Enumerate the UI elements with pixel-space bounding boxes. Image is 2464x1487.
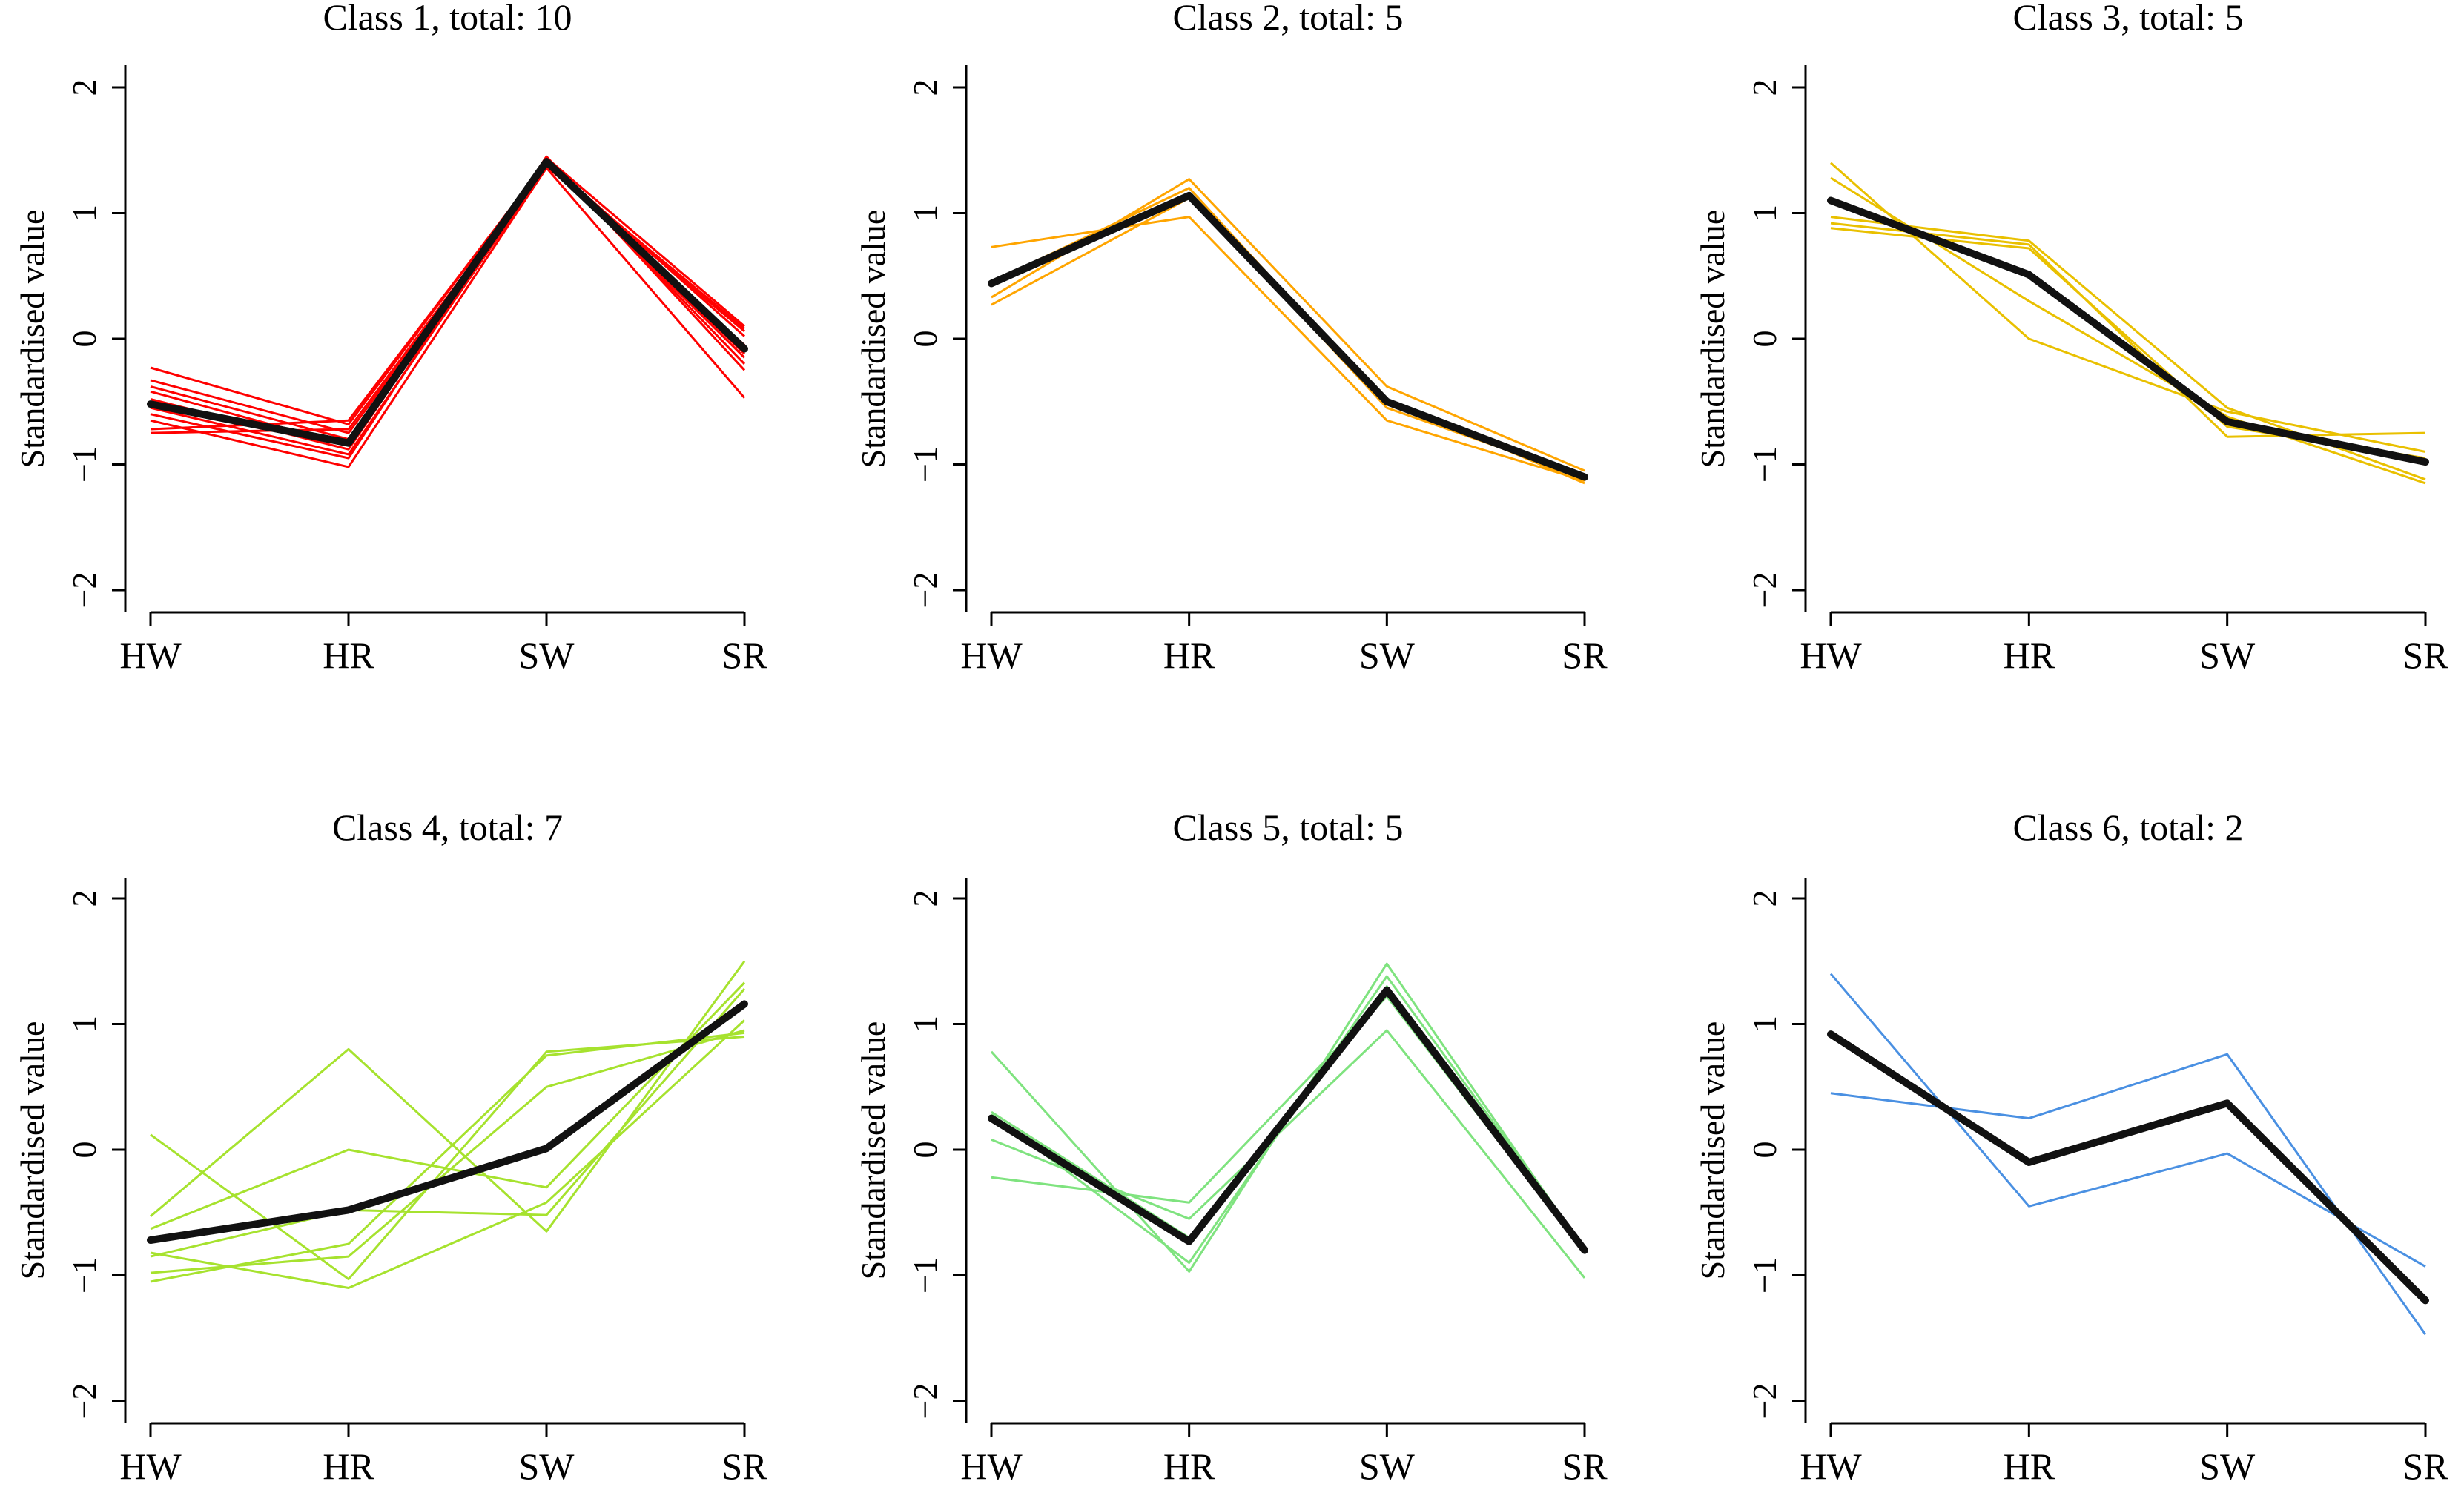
x-tick-label: SW: [2199, 635, 2256, 676]
x-tick-label: HR: [323, 1445, 374, 1487]
y-axis-label: Standardised value: [1694, 1021, 1731, 1280]
y-tick-label: −2: [906, 1383, 944, 1420]
panel-4: Class 4, total: 7 −2 −1 0 1 2 Standardised val…: [13, 807, 767, 1487]
mean-line: [1827, 1030, 2429, 1305]
y-tick-label: −2: [906, 572, 944, 609]
series-line-4: [150, 988, 746, 1258]
x-tick-label: SR: [721, 635, 767, 676]
x-tick-label: HW: [960, 1445, 1023, 1487]
y-tick-label: 1: [1745, 205, 1783, 222]
series-line-8: [150, 167, 746, 468]
y-tick-label: −2: [65, 572, 103, 609]
x-tick-label: HW: [960, 635, 1023, 676]
series-line-2: [1830, 176, 2426, 485]
x-tick-label: SR: [2402, 635, 2448, 676]
x-tick-label: HW: [1800, 1445, 1862, 1487]
y-tick-label: 2: [65, 79, 103, 96]
y-tick-label: −1: [1745, 1257, 1783, 1294]
y-tick-label: 1: [906, 1016, 944, 1033]
y-tick-label: 0: [906, 331, 944, 348]
series-line-5: [1830, 227, 2426, 460]
y-tick-label: 1: [65, 205, 103, 222]
chart-title: Class 2, total: 5: [1172, 0, 1403, 38]
y-tick-label: 2: [1745, 890, 1783, 907]
chart-title: Class 3, total: 5: [2012, 0, 2243, 38]
panel-6: Class 6, total: 2 −2 −1 0 1 2 Standardised val…: [1694, 807, 2448, 1487]
y-tick-label: 2: [65, 890, 103, 907]
x-tick-label: SW: [1359, 635, 1416, 676]
y-tick-label: −2: [65, 1383, 103, 1420]
y-tick-label: −1: [906, 1257, 944, 1294]
x-tick-label: SW: [2199, 1445, 2256, 1487]
x-tick-label: SR: [721, 1445, 767, 1487]
x-tick-label: HR: [2004, 1445, 2055, 1487]
y-axis-label: Standardised value: [1694, 210, 1731, 468]
series-line-3: [991, 1029, 1586, 1279]
x-tick-label: HW: [1800, 635, 1862, 676]
mean-line: [147, 158, 748, 447]
x-tick-label: HR: [2004, 635, 2055, 676]
y-axis-label: Standardised value: [854, 1021, 892, 1280]
x-tick-label: HR: [1163, 1445, 1215, 1487]
panel-2: Class 2, total: 5 −2 −1 0 1 2 Standardised val…: [854, 0, 1608, 676]
series-line-3: [150, 981, 746, 1231]
y-tick-label: 1: [65, 1016, 103, 1033]
y-axis-label: Standardised value: [13, 1021, 51, 1280]
panel-5: Class 5, total: 5 −2 −1 0 1 2 Standardised val…: [854, 807, 1608, 1487]
panel-3: Class 3, total: 5 −2 −1 0 1 2 Standardised val…: [1694, 0, 2448, 676]
series-line-1: [1829, 973, 2426, 1268]
y-tick-label: 0: [1745, 1142, 1783, 1159]
x-tick-label: HR: [323, 635, 374, 676]
x-tick-label: HW: [119, 1445, 182, 1487]
x-tick-label: HW: [119, 635, 182, 676]
x-tick-label: SW: [519, 635, 575, 676]
x-tick-label: SW: [1359, 1445, 1416, 1487]
x-tick-label: SR: [1562, 635, 1608, 676]
series-line-5: [991, 193, 1585, 478]
y-tick-label: −2: [1745, 1383, 1783, 1420]
y-axis-label: Standardised value: [13, 210, 51, 468]
series-line-5: [150, 1029, 745, 1274]
mean-line: [147, 1000, 748, 1244]
panel-1: Class 1, total: 10 −2 −1 0 1 2 Standardised va…: [13, 0, 767, 676]
y-tick-label: 1: [1745, 1016, 1783, 1033]
series-line-7: [150, 1019, 746, 1289]
series-line-2: [1830, 1053, 2427, 1336]
y-tick-label: 2: [1745, 79, 1783, 96]
series-line-6: [150, 1031, 745, 1283]
y-tick-label: 0: [906, 1142, 944, 1159]
mean-line: [1827, 196, 2429, 466]
x-tick-label: HR: [1163, 635, 1215, 676]
y-tick-label: −2: [1745, 572, 1783, 609]
y-tick-label: 2: [906, 79, 944, 96]
y-tick-label: −1: [65, 446, 103, 483]
mean-line: [988, 191, 1588, 481]
mean-line: [988, 986, 1588, 1254]
y-tick-label: 2: [906, 890, 944, 907]
series-line-2: [150, 960, 746, 1233]
chart-title: Class 5, total: 5: [1172, 807, 1403, 848]
y-tick-label: 0: [65, 331, 103, 348]
x-tick-label: SW: [519, 1445, 575, 1487]
y-tick-label: −1: [65, 1257, 103, 1294]
y-tick-label: 1: [906, 205, 944, 222]
y-axis-label: Standardised value: [854, 210, 892, 468]
y-tick-label: 0: [65, 1142, 103, 1159]
series-line-4: [1830, 222, 2426, 438]
chart-title: Class 4, total: 7: [332, 807, 563, 848]
series-line-1: [991, 216, 1585, 482]
y-tick-label: 0: [1745, 331, 1783, 348]
chart-title: Class 1, total: 10: [323, 0, 572, 38]
y-tick-label: −1: [1745, 446, 1783, 483]
series-line-2: [991, 187, 1585, 476]
series-line-1: [1830, 162, 2426, 453]
x-tick-label: SR: [2402, 1445, 2448, 1487]
y-tick-label: −1: [906, 446, 944, 483]
series-line-3: [991, 178, 1585, 472]
x-tick-label: SR: [1562, 1445, 1608, 1487]
chart-title: Class 6, total: 2: [2012, 807, 2243, 848]
